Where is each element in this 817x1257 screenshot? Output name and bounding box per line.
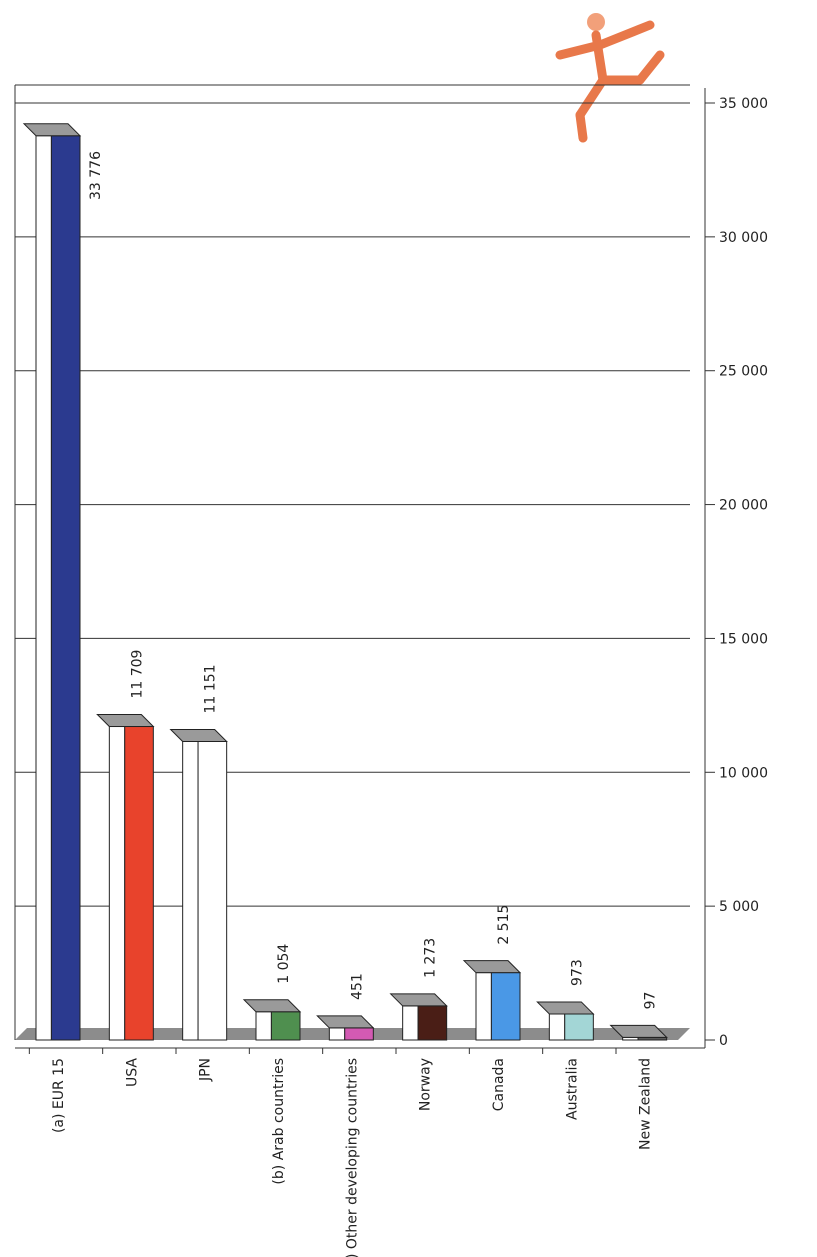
x-tick-label: Australia: [564, 1058, 580, 1120]
value-label: 11 151: [203, 664, 219, 713]
bar: [417, 1005, 448, 1041]
value-label: 11 709: [129, 650, 145, 699]
bar-top: [96, 714, 155, 728]
value-label: 33 776: [88, 151, 104, 200]
y-tick-label: 35 000: [719, 96, 768, 112]
bar-top: [609, 1024, 668, 1038]
bar-side: [328, 1027, 346, 1041]
bar: [564, 1013, 594, 1041]
bar-top: [22, 123, 82, 137]
runner-illustration: [555, 13, 665, 143]
bar-top: [389, 993, 448, 1007]
bar: [490, 972, 521, 1041]
y-tick-label: 10 000: [719, 765, 768, 781]
x-tick-label: USA: [124, 1058, 140, 1087]
bar-top: [462, 960, 522, 974]
bar-side: [402, 1005, 419, 1041]
bar: [124, 726, 154, 1041]
x-tick-label: Canada: [491, 1058, 507, 1111]
x-tick-label: JPN: [198, 1058, 214, 1082]
y-tick-label: 0: [719, 1033, 728, 1049]
x-tick-label: New Zealand: [638, 1058, 654, 1150]
x-tick-label: Norway: [418, 1058, 434, 1111]
value-label: 1 273: [423, 938, 439, 978]
bar-side: [108, 726, 126, 1041]
bar: [197, 740, 228, 1041]
bar-top: [242, 999, 302, 1013]
value-label: 1 054: [276, 944, 292, 984]
bar: [344, 1027, 374, 1041]
value-label: 2 515: [496, 905, 512, 945]
bar-side: [475, 972, 492, 1041]
bar-top: [316, 1015, 375, 1029]
x-tick-label: (a) EUR 15: [51, 1058, 67, 1133]
value-label: 451: [349, 973, 365, 1000]
bar-top: [169, 728, 228, 742]
bar-side: [255, 1011, 272, 1041]
bar: [270, 1011, 301, 1041]
bar-side: [182, 740, 199, 1041]
value-label: 97: [643, 992, 659, 1010]
bar-side: [35, 135, 52, 1041]
y-tick-label: 20 000: [719, 498, 768, 514]
y-tick-label: 5 000: [719, 899, 759, 915]
bar: [50, 135, 81, 1041]
x-tick-label: (c) Other developing countries: [344, 1058, 360, 1257]
y-tick-label: 25 000: [719, 364, 768, 380]
y-tick-label: 15 000: [719, 631, 768, 647]
value-label: 973: [569, 959, 585, 986]
x-tick-label: (b) Arab countries: [271, 1058, 287, 1185]
bar-side: [548, 1013, 566, 1041]
bar-top: [536, 1001, 595, 1015]
y-tick-label: 30 000: [719, 230, 768, 246]
